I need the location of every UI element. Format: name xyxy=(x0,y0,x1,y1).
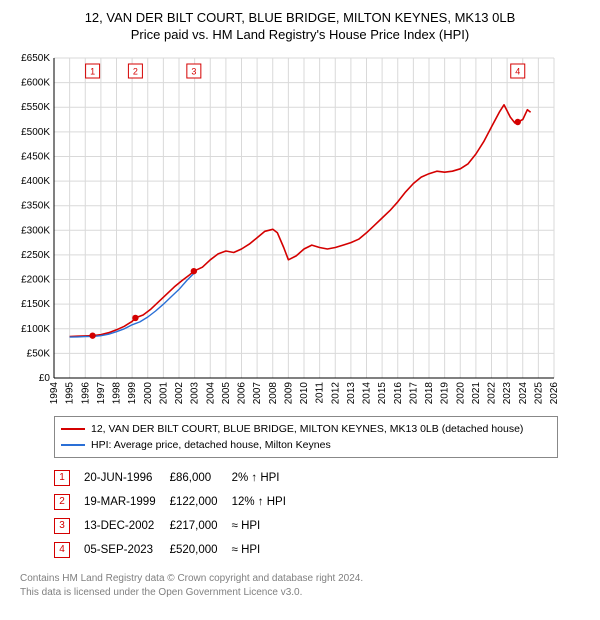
event-delta: 2% ↑ HPI xyxy=(232,466,300,490)
event-price: £86,000 xyxy=(170,466,232,490)
legend-swatch xyxy=(61,428,85,430)
event-row: 3 13-DEC-2002£217,000≈ HPI xyxy=(54,514,300,538)
svg-text:2002: 2002 xyxy=(174,382,185,405)
event-row: 1 20-JUN-1996£86,0002% ↑ HPI xyxy=(54,466,300,490)
svg-text:2001: 2001 xyxy=(158,382,169,405)
svg-text:2010: 2010 xyxy=(299,382,310,405)
svg-text:2003: 2003 xyxy=(190,382,201,405)
svg-text:2006: 2006 xyxy=(237,382,248,405)
event-delta: ≈ HPI xyxy=(232,514,300,538)
event-price: £520,000 xyxy=(170,538,232,562)
event-marker: 4 xyxy=(54,542,70,558)
legend-item: 12, VAN DER BILT COURT, BLUE BRIDGE, MIL… xyxy=(61,421,551,437)
svg-text:2026: 2026 xyxy=(549,382,560,405)
svg-text:2007: 2007 xyxy=(252,382,263,405)
svg-text:2016: 2016 xyxy=(393,382,404,405)
svg-text:2014: 2014 xyxy=(362,382,373,405)
svg-text:1999: 1999 xyxy=(127,382,138,405)
svg-text:1997: 1997 xyxy=(96,382,107,405)
event-row: 2 19-MAR-1999£122,00012% ↑ HPI xyxy=(54,490,300,514)
svg-text:£50K: £50K xyxy=(27,348,51,359)
svg-text:2: 2 xyxy=(133,67,138,77)
svg-text:2018: 2018 xyxy=(424,382,435,405)
svg-text:4: 4 xyxy=(515,67,520,77)
svg-text:2004: 2004 xyxy=(205,382,216,405)
svg-text:£500K: £500K xyxy=(21,127,50,138)
svg-text:2025: 2025 xyxy=(533,382,544,405)
svg-text:2020: 2020 xyxy=(455,382,466,405)
svg-text:£200K: £200K xyxy=(21,275,50,286)
title-line2: Price paid vs. HM Land Registry's House … xyxy=(10,27,590,42)
event-price: £122,000 xyxy=(170,490,232,514)
footer-line1: Contains HM Land Registry data © Crown c… xyxy=(20,572,590,586)
legend: 12, VAN DER BILT COURT, BLUE BRIDGE, MIL… xyxy=(54,416,558,458)
svg-text:2013: 2013 xyxy=(346,382,357,405)
chart-svg: £0£50K£100K£150K£200K£250K£300K£350K£400… xyxy=(10,50,570,410)
event-marker: 3 xyxy=(54,518,70,534)
event-date: 19-MAR-1999 xyxy=(84,490,170,514)
svg-text:£450K: £450K xyxy=(21,151,50,162)
event-price: £217,000 xyxy=(170,514,232,538)
svg-text:2015: 2015 xyxy=(377,382,388,405)
event-delta: ≈ HPI xyxy=(232,538,300,562)
svg-text:£550K: £550K xyxy=(21,102,50,113)
event-date: 13-DEC-2002 xyxy=(84,514,170,538)
svg-text:2000: 2000 xyxy=(143,382,154,405)
svg-text:1994: 1994 xyxy=(49,382,60,405)
legend-item: HPI: Average price, detached house, Milt… xyxy=(61,437,551,453)
svg-text:1998: 1998 xyxy=(112,382,123,405)
svg-text:2011: 2011 xyxy=(315,382,326,404)
svg-text:2009: 2009 xyxy=(283,382,294,405)
title-line1: 12, VAN DER BILT COURT, BLUE BRIDGE, MIL… xyxy=(10,10,590,25)
svg-text:£250K: £250K xyxy=(21,250,50,261)
footer-line2: This data is licensed under the Open Gov… xyxy=(20,586,590,600)
legend-swatch xyxy=(61,444,85,446)
event-date: 20-JUN-1996 xyxy=(84,466,170,490)
chart-area: £0£50K£100K£150K£200K£250K£300K£350K£400… xyxy=(10,50,590,410)
footer-attribution: Contains HM Land Registry data © Crown c… xyxy=(20,572,590,599)
chart-title: 12, VAN DER BILT COURT, BLUE BRIDGE, MIL… xyxy=(10,10,590,42)
svg-text:2008: 2008 xyxy=(268,382,279,405)
svg-text:2019: 2019 xyxy=(440,382,451,405)
legend-label: HPI: Average price, detached house, Milt… xyxy=(91,439,331,451)
svg-text:2024: 2024 xyxy=(518,382,529,405)
svg-text:£350K: £350K xyxy=(21,201,50,212)
sales-events-table: 1 20-JUN-1996£86,0002% ↑ HPI 2 19-MAR-1999£… xyxy=(54,466,300,562)
svg-text:2021: 2021 xyxy=(471,382,482,405)
event-marker: 2 xyxy=(54,494,70,510)
svg-text:£600K: £600K xyxy=(21,78,50,89)
svg-text:2022: 2022 xyxy=(487,382,498,405)
svg-text:1995: 1995 xyxy=(65,382,76,405)
svg-text:£150K: £150K xyxy=(21,299,50,310)
svg-text:2005: 2005 xyxy=(221,382,232,405)
svg-text:2017: 2017 xyxy=(408,382,419,405)
svg-text:£100K: £100K xyxy=(21,324,50,335)
svg-text:1: 1 xyxy=(90,67,95,77)
legend-label: 12, VAN DER BILT COURT, BLUE BRIDGE, MIL… xyxy=(91,423,523,435)
svg-text:£650K: £650K xyxy=(21,53,50,64)
svg-text:2023: 2023 xyxy=(502,382,513,405)
svg-text:3: 3 xyxy=(191,67,196,77)
event-delta: 12% ↑ HPI xyxy=(232,490,300,514)
svg-text:£400K: £400K xyxy=(21,176,50,187)
svg-text:£300K: £300K xyxy=(21,225,50,236)
event-row: 4 05-SEP-2023£520,000≈ HPI xyxy=(54,538,300,562)
event-marker: 1 xyxy=(54,470,70,486)
event-date: 05-SEP-2023 xyxy=(84,538,170,562)
svg-text:1996: 1996 xyxy=(80,382,91,405)
svg-text:2012: 2012 xyxy=(330,382,341,405)
